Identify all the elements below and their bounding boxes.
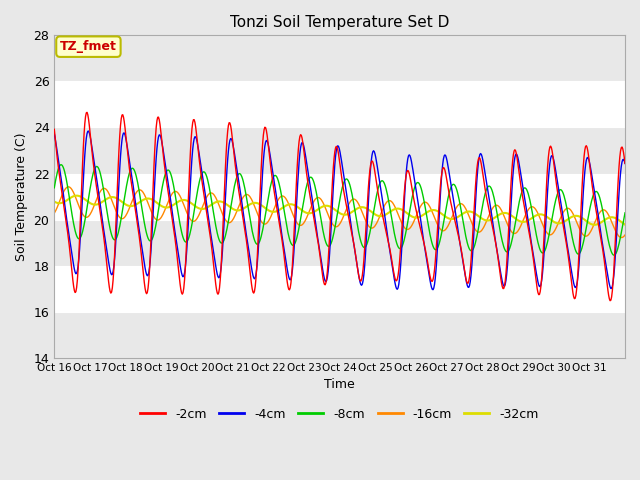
Bar xyxy=(54,219,625,265)
Legend: -2cm, -4cm, -8cm, -16cm, -32cm: -2cm, -4cm, -8cm, -16cm, -32cm xyxy=(136,403,544,426)
Bar xyxy=(54,265,625,312)
Title: Tonzi Soil Temperature Set D: Tonzi Soil Temperature Set D xyxy=(230,15,449,30)
Y-axis label: Soil Temperature (C): Soil Temperature (C) xyxy=(15,132,28,261)
Bar xyxy=(54,128,625,174)
Bar xyxy=(54,312,625,358)
Bar xyxy=(54,174,625,219)
Bar xyxy=(54,36,625,82)
X-axis label: Time: Time xyxy=(324,378,355,391)
Bar xyxy=(54,82,625,128)
Text: TZ_fmet: TZ_fmet xyxy=(60,40,117,53)
